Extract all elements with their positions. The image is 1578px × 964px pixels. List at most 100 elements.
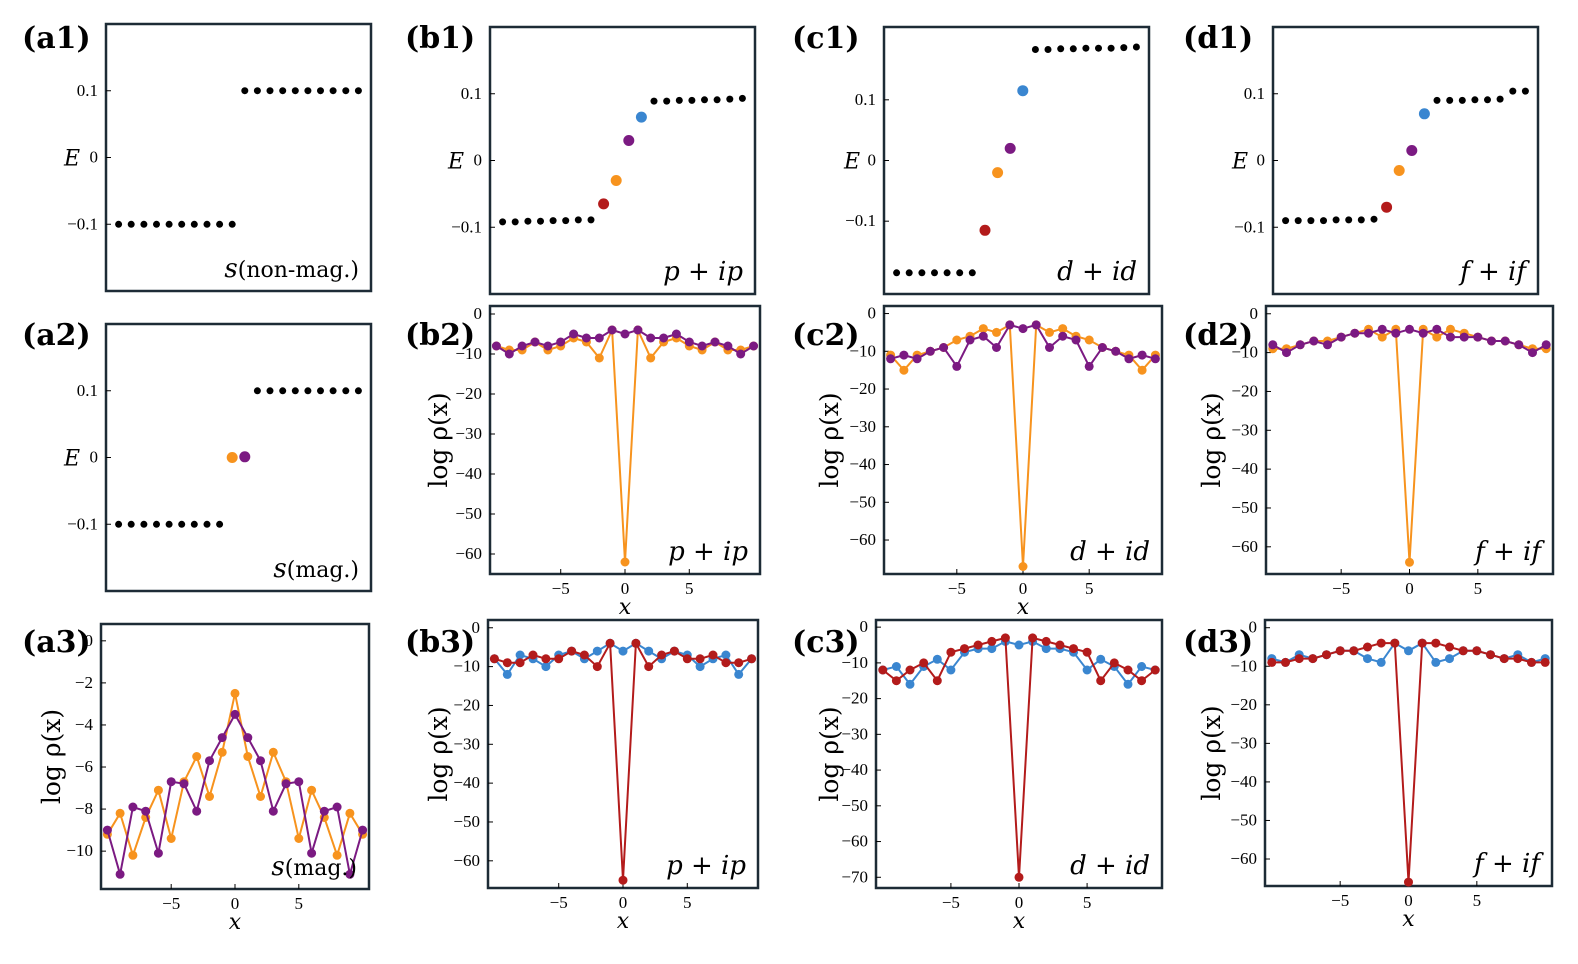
data-point-c3-blue-15 (1082, 665, 1092, 675)
data-point-d2-purple-9 (1391, 328, 1401, 338)
data-point-b3-red-5 (554, 654, 564, 664)
data-point-b3-blue-19 (734, 669, 744, 679)
data-point-b2-purple-6 (569, 329, 579, 339)
data-point-b2-purple-14 (671, 329, 681, 339)
data-point-c3-red-10 (1014, 872, 1024, 882)
data-point-b2-purple-15 (684, 337, 694, 347)
data-point-b3-red-3 (528, 650, 538, 660)
data-point-d3-red-7 (1363, 642, 1372, 652)
data-point-a1-bulk-low-5 (178, 220, 186, 228)
annotation-main-d3: f + if (1472, 849, 1544, 879)
y-tick-label-c3-4: −40 (841, 760, 868, 779)
series-line-d3-red (1271, 642, 1546, 883)
panel-label-a1: (a1) (22, 21, 91, 56)
data-point-a2-bulk-high-3 (291, 387, 299, 395)
data-point-a3-purple-0 (102, 825, 112, 835)
y-tick-label-c3-6: −60 (841, 832, 868, 851)
y-tick-label-b3-0: 0 (472, 618, 481, 637)
x-tick-label-d2-1: 0 (1405, 579, 1414, 598)
data-point-c2-purple-8 (992, 343, 1001, 352)
x-tick-label-c2-0: −5 (948, 579, 966, 598)
data-point-d2-purple-10 (1405, 324, 1414, 334)
data-point-c3-red-20 (1150, 665, 1160, 675)
data-point-c2-orange-5 (952, 335, 962, 345)
y-tick-label-b2-2: −20 (455, 384, 482, 403)
data-point-d1-bulk-low-1 (1294, 217, 1302, 225)
data-point-b2-purple-10 (620, 329, 630, 339)
plot-frame-a3 (99, 622, 371, 891)
data-point-d3-red-8 (1376, 638, 1386, 648)
data-point-b3-red-0 (489, 654, 499, 664)
data-point-a2-bulk-low-3 (153, 520, 160, 528)
data-point-c2-purple-10 (1018, 324, 1028, 334)
data-point-c2-purple-17 (1111, 346, 1121, 356)
data-point-b1-bulk-high-7 (738, 94, 746, 102)
data-point-a1-bulk-low-2 (140, 220, 148, 228)
y-axis-label-b3: log ρ(x) (424, 706, 453, 801)
data-point-d3-red-1 (1281, 657, 1290, 667)
x-tick-label-b3-0: −5 (550, 893, 568, 912)
y-tick-label-c3-0: 0 (860, 617, 869, 636)
plot-frame-c1 (882, 25, 1151, 296)
y-axis-label-d1: E (1231, 150, 1248, 175)
data-point-b2-purple-16 (697, 341, 707, 351)
y-tick-label-c3-7: −70 (841, 867, 868, 886)
data-point-b1-bulk-high-5 (713, 96, 721, 104)
data-point-a3-purple-11 (243, 733, 253, 743)
y-axis-label-b2: log ρ(x) (424, 392, 453, 487)
data-point-d1-bulk-low-6 (1357, 216, 1365, 224)
panel-label-d3: (d3) (1183, 625, 1253, 660)
x-tick-label-c2-2: 5 (1085, 579, 1094, 598)
y-axis-label-d3: log ρ(x) (1197, 705, 1226, 800)
data-point-c1-bulk-low-0 (893, 269, 901, 277)
y-tick-label-c1-1: 0 (868, 151, 877, 170)
y-tick-label-b3-3: −30 (453, 734, 480, 753)
data-point-b2-purple-7 (581, 333, 591, 343)
data-point-c3-blue-16 (1096, 654, 1106, 664)
data-point-d2-orange-13 (1446, 324, 1455, 334)
data-point-d3-red-16 (1486, 650, 1495, 660)
data-point-c3-red-15 (1082, 647, 1092, 657)
data-point-b1-bulk-low-2 (524, 217, 532, 225)
data-point-b3-red-18 (721, 658, 731, 668)
y-tick-label-b3-4: −40 (453, 773, 480, 792)
y-axis-label-c2: log ρ(x) (815, 392, 844, 487)
data-point-d3-red-3 (1308, 654, 1318, 664)
data-point-b1-bulk-low-7 (587, 216, 595, 224)
y-tick-label-d2-0: 0 (1250, 304, 1259, 323)
data-point-a1-bulk-low-6 (190, 220, 198, 228)
data-point-d3-red-10 (1404, 877, 1413, 887)
data-point-c3-blue-2 (905, 679, 915, 689)
x-tick-label-d2-0: −5 (1332, 579, 1350, 598)
data-point-b3-red-12 (644, 662, 654, 672)
annotation-main-b2: p + ip (668, 537, 748, 567)
data-point-a3-purple-19 (345, 869, 355, 879)
annotation-main-a1: s (224, 254, 237, 284)
panel-label-a3: (a3) (22, 625, 91, 660)
annotation-suffix-a2: (mag.) (287, 558, 359, 583)
data-point-a3-purple-9 (217, 733, 227, 743)
data-point-a3-orange-11 (243, 752, 253, 761)
data-point-a1-bulk-high-5 (304, 87, 312, 95)
data-point-a1-bulk-high-0 (241, 87, 249, 95)
data-point-d3-red-6 (1349, 646, 1359, 656)
y-tick-label-c1-2: −0.1 (845, 211, 876, 230)
annotation-main-c2: d + id (1070, 537, 1150, 567)
data-point-c3-blue-18 (1123, 679, 1133, 689)
y-tick-label-d2-5: −50 (1231, 498, 1258, 517)
data-point-a3-purple-5 (166, 777, 176, 787)
data-point-a1-bulk-high-4 (291, 87, 299, 95)
data-point-b1-bulk-high-3 (688, 96, 696, 104)
y-tick-label-b2-4: −40 (455, 464, 482, 483)
y-axis-label-a3: log ρ(x) (37, 709, 66, 804)
data-point-b2-purple-9 (607, 325, 617, 335)
y-tick-label-d1-0: 0.1 (1244, 84, 1265, 103)
x-axis-label-c2: x (1017, 595, 1030, 620)
data-point-d3-red-11 (1417, 638, 1427, 648)
data-point-d3-red-14 (1458, 646, 1468, 656)
plot-frame-d3 (1263, 618, 1554, 888)
